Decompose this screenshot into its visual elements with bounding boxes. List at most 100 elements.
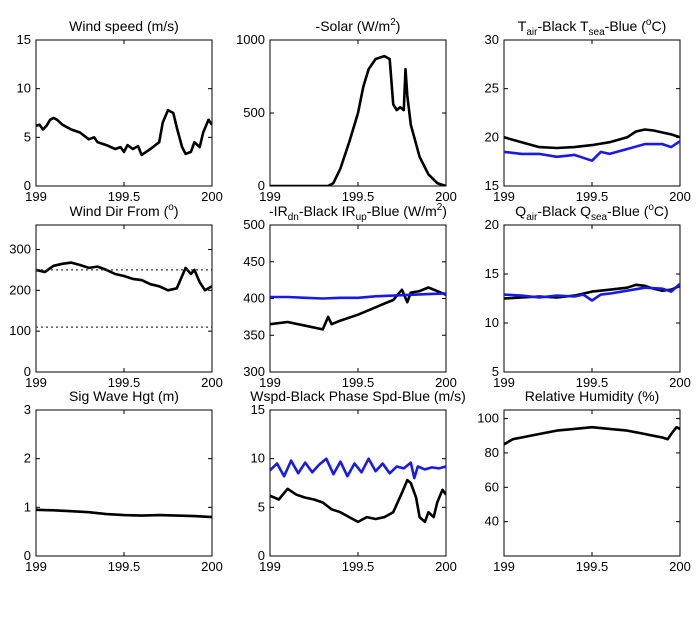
title-part: -Blue (W/m [367,203,437,219]
y-tick-label: 3 [24,402,31,417]
series-line-1 [504,140,680,162]
y-tick-label: 15 [251,402,265,417]
x-tick-label: 200 [435,559,457,574]
y-tick-label: 1000 [236,32,265,47]
x-tick-label: 200 [201,375,223,390]
y-tick-label: 300 [243,364,265,379]
y-tick-label: 25 [485,81,499,96]
axes-box [35,224,213,373]
y-tick-label: 30 [485,32,499,47]
y-tick-label: 100 [9,323,31,338]
series-group [36,108,212,157]
x-tick-label: 199.5 [342,189,375,204]
axes-box [35,39,213,187]
y-tick-label: 100 [477,411,499,426]
title-part: o [648,202,654,213]
title-part: 2 [390,17,396,28]
x-tick-label: 200 [669,559,691,574]
x-tick-label: 200 [435,189,457,204]
y-tick-label: 15 [17,32,31,47]
title-part: ) [442,203,447,219]
x-tick-label: 199 [25,375,47,390]
panel-humidity_q: 199 199.5 200 5 10 15 20 [485,217,691,390]
title-part: C) [654,203,669,219]
title-part: air [526,212,538,223]
axes-box [503,39,681,187]
panel-rel_humidity: 199 199.5 200 40 60 80 100 [477,409,691,574]
title-part: sea [589,27,606,38]
panel-title: -Solar (W/m2) [316,17,401,34]
axes-box [503,409,681,557]
panel-wave_height: 199 199.5 200 0 1 2 3 [24,402,223,574]
panel-title: Wspd-Black Phase Spd-Blue (m/s) [250,388,466,404]
series-group [270,457,446,524]
y-tick-label: 10 [485,315,499,330]
x-tick-label: 199.5 [108,375,141,390]
series-line-1 [270,457,446,480]
series-line-1 [270,292,446,300]
series-group [270,54,446,186]
y-tick-label: 0 [258,548,265,563]
x-tick-label: 199 [493,559,515,574]
x-tick-label: 199.5 [576,189,609,204]
title-part: air [526,27,538,38]
x-tick-label: 199 [493,189,515,204]
x-tick-label: 199 [259,559,281,574]
panel-temps: 199 199.5 200 15 20 25 30 [485,32,691,204]
y-tick-label: 40 [485,514,499,529]
series-group [270,286,446,331]
y-tick-label: 500 [243,105,265,120]
panel-title: Wind Dir From (o) [69,202,178,219]
y-tick-label: 0 [24,548,31,563]
x-tick-label: 200 [669,375,691,390]
y-tick-label: 10 [251,451,265,466]
title-part: ) [174,203,179,219]
y-tick-label: 5 [492,364,499,379]
panel-wspd_phase: 199 199.5 200 0 5 10 15 [251,402,457,574]
title-part: sea [591,212,608,223]
y-tick-label: 200 [9,282,31,297]
series-line-0 [270,54,446,186]
x-tick-label: 200 [201,189,223,204]
series-line-0 [36,508,212,519]
y-tick-label: 300 [9,242,31,257]
series-group [36,261,212,328]
y-tick-label: 0 [24,364,31,379]
y-tick-label: 60 [485,479,499,494]
axes-box [35,409,213,557]
title-part: -Black T [537,18,589,34]
series-group [504,425,680,446]
panel-solar: 199 199.5 200 0 500 1000 [236,32,457,204]
panel-title: Relative Humidity (%) [525,388,660,404]
y-tick-label: 0 [258,178,265,193]
title-part: ) [396,18,401,34]
panel-ir: 199 199.5 200 300 350 400 450 500 [243,217,457,390]
x-tick-label: 199.5 [342,559,375,574]
x-tick-label: 199.5 [108,189,141,204]
x-tick-label: 199.5 [108,559,141,574]
panel-wind_dir: 199 199.5 200 0 100 200 300 [9,224,223,390]
series-group [504,128,680,162]
series-line-1 [504,282,680,302]
x-tick-label: 200 [201,559,223,574]
panel-title: Wind speed (m/s) [69,18,179,34]
title-part: 2 [437,202,443,213]
y-tick-label: 1 [24,499,31,514]
title-part: -Blue ( [607,203,649,219]
x-tick-label: 199.5 [576,375,609,390]
series-line-0 [270,478,446,524]
y-tick-label: 20 [485,217,499,232]
title-part: -Black Q [537,203,591,219]
x-tick-label: 199 [259,375,281,390]
x-tick-label: 199 [493,375,515,390]
x-tick-label: 200 [669,189,691,204]
panel-title: -IRdn-Black IRup-Blue (W/m2) [269,202,447,223]
x-tick-label: 199 [25,559,47,574]
y-tick-label: 2 [24,451,31,466]
axes-box [503,224,681,373]
series-line-0 [36,261,212,292]
title-part: T [518,18,527,34]
y-tick-label: 0 [24,178,31,193]
title-part: o [168,202,174,213]
